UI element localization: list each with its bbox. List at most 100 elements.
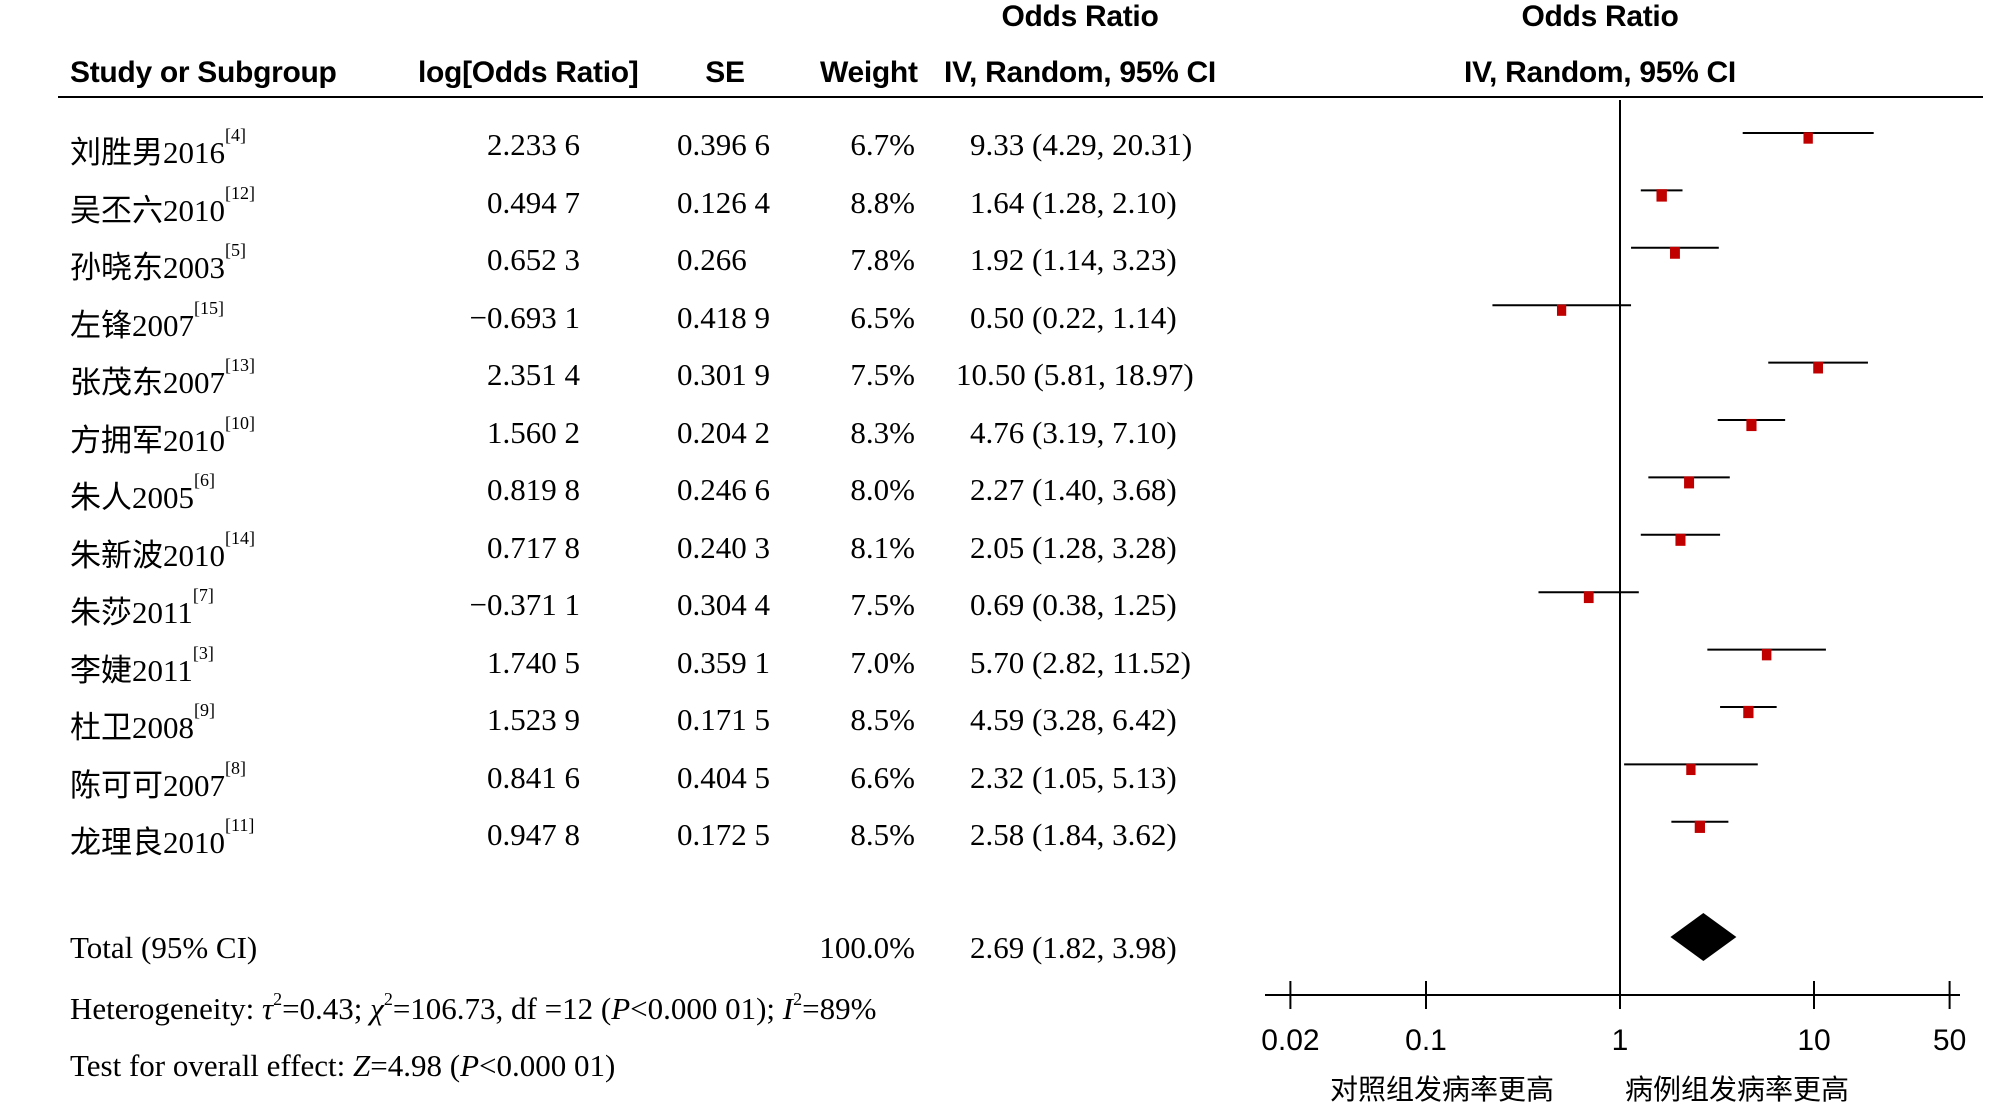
total-weight: 100.0% bbox=[819, 930, 915, 965]
study-name: 刘胜男2016[4] bbox=[70, 125, 246, 172]
heterogeneity-text: Heterogeneity: τ2=0.43; χ2=106.73, df =1… bbox=[70, 989, 877, 1026]
point-estimate bbox=[1583, 591, 1594, 604]
point-estimate bbox=[1656, 189, 1667, 202]
ci-value: 2.05 (1.28, 3.28) bbox=[970, 529, 1177, 565]
log-or-value: 1.523 9 bbox=[487, 702, 580, 737]
study-name: 吴丕六2010[12] bbox=[70, 182, 255, 230]
study-name-text: 孙晓东2003 bbox=[70, 250, 225, 285]
ci-value: 0.50 (0.22, 1.14) bbox=[970, 299, 1177, 335]
total-ci: 2.69 (1.82, 3.98) bbox=[970, 930, 1177, 965]
ci-value: 2.32 (1.05, 5.13) bbox=[970, 759, 1177, 795]
weight-value: 8.8% bbox=[850, 184, 915, 220]
point-estimate bbox=[1743, 705, 1754, 719]
study-name: 方拥军2010[10] bbox=[70, 412, 255, 460]
log-or-value: 2.233 6 bbox=[487, 127, 580, 162]
log-or-value: 0.947 8 bbox=[487, 817, 580, 852]
weight-value: 7.5% bbox=[850, 357, 915, 392]
study-name: 杜卫2008[9] bbox=[70, 700, 215, 747]
log-or-value: −0.693 1 bbox=[469, 299, 580, 335]
overall-effect-text: Test for overall effect: Z=4.98 (P<0.000… bbox=[70, 1048, 616, 1083]
x-tick-label: 0.02 bbox=[1261, 1024, 1319, 1057]
study-name: 龙理良2010[11] bbox=[70, 815, 255, 862]
ci-value: 2.58 (1.84, 3.62) bbox=[970, 817, 1177, 852]
study-name-text: 朱莎2011 bbox=[70, 595, 193, 630]
study-name: 朱新波2010[14] bbox=[70, 527, 255, 575]
study-reference: [5] bbox=[225, 240, 246, 260]
weight-value: 7.0% bbox=[850, 644, 915, 680]
ci-value: 5.70 (2.82, 11.52) bbox=[970, 644, 1191, 680]
ci-value: 2.27 (1.40, 3.68) bbox=[970, 472, 1177, 507]
study-reference: [14] bbox=[225, 527, 255, 548]
weight-value: 8.1% bbox=[850, 529, 915, 565]
log-or-value: 0.652 3 bbox=[487, 242, 580, 277]
x-tick-label: 0.1 bbox=[1405, 1024, 1447, 1057]
se-value: 0.204 2 bbox=[677, 414, 770, 450]
se-value: 0.396 6 bbox=[677, 127, 770, 162]
weight-value: 7.8% bbox=[850, 242, 915, 277]
weight-value: 8.3% bbox=[850, 414, 915, 450]
weight-value: 7.5% bbox=[850, 587, 915, 622]
ci-value: 1.64 (1.28, 2.10) bbox=[970, 184, 1177, 220]
ci-value: 1.92 (1.14, 3.23) bbox=[970, 242, 1177, 277]
ci-value: 10.50 (5.81, 18.97) bbox=[956, 357, 1194, 392]
study-name-text: 陈可可2007 bbox=[70, 767, 225, 803]
header-weight: Weight bbox=[820, 56, 918, 89]
log-or-value: 0.841 6 bbox=[487, 759, 580, 795]
header-plot-bottom: IV, Random, 95% CI bbox=[1464, 56, 1736, 89]
study-name-text: 朱新波2010 bbox=[70, 537, 225, 573]
study-reference: [12] bbox=[225, 182, 255, 203]
x-tick-label: 1 bbox=[1612, 1024, 1629, 1057]
study-name-text: 刘胜男2016 bbox=[70, 135, 225, 170]
se-value: 0.301 9 bbox=[677, 357, 770, 392]
point-estimate bbox=[1694, 820, 1705, 833]
se-value: 0.359 1 bbox=[677, 644, 770, 680]
se-value: 0.126 4 bbox=[677, 184, 770, 220]
study-reference: [11] bbox=[225, 815, 255, 835]
x-tick-label: 10 bbox=[1797, 1024, 1830, 1057]
study-name: 朱莎2011[7] bbox=[70, 585, 214, 632]
weight-value: 8.5% bbox=[850, 817, 915, 852]
se-value: 0.171 5 bbox=[677, 702, 770, 737]
log-or-value: 0.494 7 bbox=[487, 184, 580, 220]
study-reference: [10] bbox=[225, 412, 255, 433]
point-estimate bbox=[1675, 533, 1686, 546]
study-name-text: 左锋2007 bbox=[70, 307, 194, 343]
weight-value: 6.6% bbox=[850, 759, 915, 795]
study-name-text: 方拥军2010 bbox=[70, 422, 225, 458]
log-or-value: −0.371 1 bbox=[469, 587, 580, 622]
study-name-text: 龙理良2010 bbox=[70, 825, 225, 860]
study-name-text: 杜卫2008 bbox=[70, 710, 194, 745]
point-estimate bbox=[1761, 648, 1772, 661]
se-value: 0.404 5 bbox=[677, 759, 770, 795]
point-estimate bbox=[1803, 132, 1813, 144]
study-reference: [3] bbox=[192, 642, 214, 663]
se-value: 0.240 3 bbox=[677, 529, 770, 565]
study-name-text: 朱人2005 bbox=[70, 480, 194, 515]
point-estimate bbox=[1670, 246, 1680, 259]
axis-label-left: 对照组发病率更高 bbox=[1330, 1073, 1555, 1106]
se-value: 0.172 5 bbox=[677, 817, 770, 852]
study-name-text: 李婕2011 bbox=[70, 652, 193, 688]
total-label: Total (95% CI) bbox=[70, 930, 258, 965]
header-or-bottom: IV, Random, 95% CI bbox=[944, 56, 1216, 89]
header-or-top: Odds Ratio bbox=[1001, 0, 1159, 33]
header-se: SE bbox=[705, 56, 745, 89]
study-name: 左锋2007[15] bbox=[70, 297, 224, 345]
weight-value: 8.0% bbox=[850, 472, 915, 507]
header-plot-top: Odds Ratio bbox=[1521, 0, 1679, 33]
total-diamond bbox=[1670, 913, 1737, 961]
weight-value: 8.5% bbox=[850, 702, 915, 737]
se-value: 0.418 9 bbox=[677, 299, 770, 335]
study-reference: [6] bbox=[194, 470, 215, 490]
x-tick-label: 50 bbox=[1933, 1024, 1966, 1057]
point-estimate bbox=[1556, 304, 1567, 316]
point-estimate bbox=[1686, 763, 1696, 776]
ci-value: 9.33 (4.29, 20.31) bbox=[970, 127, 1193, 162]
header-study: Study or Subgroup bbox=[70, 56, 337, 89]
weight-value: 6.5% bbox=[850, 299, 915, 335]
point-estimate bbox=[1746, 418, 1757, 432]
log-or-value: 0.819 8 bbox=[487, 472, 580, 507]
study-name: 张茂东2007[13] bbox=[70, 355, 255, 402]
study-reference: [15] bbox=[194, 297, 224, 318]
weight-value: 6.7% bbox=[850, 127, 915, 162]
